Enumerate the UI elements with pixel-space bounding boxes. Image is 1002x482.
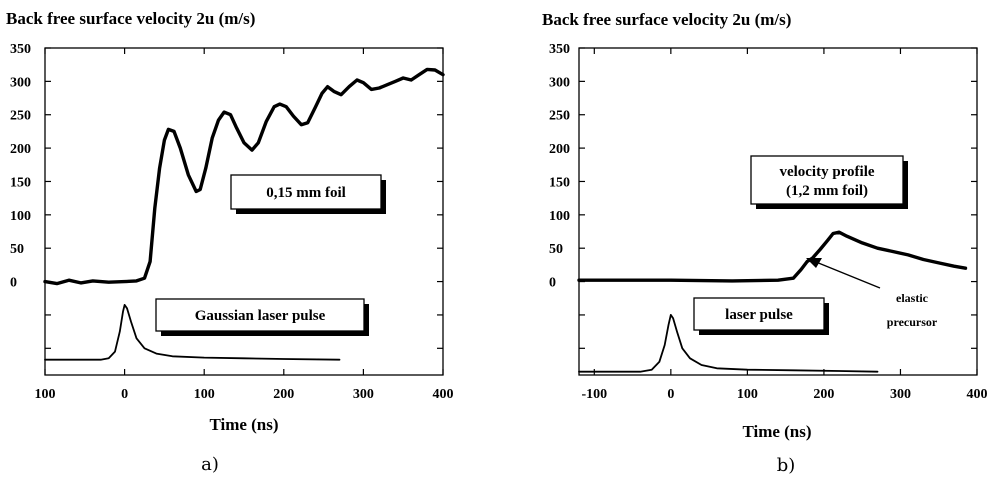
panel-a-x-tick-label: 300 [353,387,374,402]
panel-a-y-tick-label: 50 [10,242,24,257]
panel-a-x-tick-label: 100 [194,387,215,402]
panel-b-profile-label-line2: (1,2 mm foil) [786,183,868,199]
elastic-precursor-label-line2: precursor [887,315,938,329]
panel-b-laser-pulse-line [578,314,879,373]
panel-a-series-group [43,67,445,361]
panel-b-profile-label-line1: velocity profile [779,164,874,180]
elastic-precursor-arrowhead [806,258,822,268]
panel-b-x-tick-label: 300 [890,387,911,402]
panel-b-y-tick-label: 100 [549,209,570,224]
elastic-precursor-annotation: elastic precursor [806,258,938,329]
panel-a-x-tick-label: 200 [273,387,294,402]
panel-a-laser-box: Gaussian laser pulse [155,298,369,336]
panel-a-y-tick-label: 250 [10,109,31,124]
panel-a-x-tick-label: 400 [433,387,454,402]
panel-a-velocity-line [43,67,445,286]
panel-a-laser-pulse-line [44,304,341,361]
panel-b-x-tick-label: 400 [967,387,988,402]
panel-b-title: Back free surface velocity 2u (m/s) [542,10,791,29]
panel-a-foil-box: 0,15 mm foil [230,174,386,214]
panel-a-y-tick-label: 100 [10,209,31,224]
caption-b: b) [777,455,796,476]
panel-a-y-axis: 0 50 100 150 200 250 300 350 [10,42,443,349]
panel-b-laser-box: laser pulse [693,297,829,335]
panel-a-foil-box-frame [230,174,382,210]
panel-a-x-tick-label: 100 [35,387,56,402]
panel-b-y-tick-label: 0 [549,276,556,291]
panel-b-y-tick-label: 300 [549,75,570,90]
panel-b-y-tick-label: 50 [549,242,563,257]
caption-a: a) [201,454,219,475]
panel-a-title: Back free surface velocity 2u (m/s) [6,9,255,28]
panel-b-y-tick-label: 350 [549,42,570,57]
elastic-precursor-label-line1: elastic [896,291,929,305]
panel-b-profile-box-frame [750,155,904,205]
panel-b-velocity-line [577,230,968,283]
panel-b-y-tick-label: 200 [549,142,570,157]
panel-b-x-tick-label: 100 [737,387,758,402]
panel-b-series-group [577,230,968,373]
panel-b-x-tick-label: 200 [813,387,834,402]
panel-a: Back free surface velocity 2u (m/s) 0 50 1… [6,9,454,475]
panel-a-x-label: Time (ns) [209,415,278,434]
panel-b-x-label: Time (ns) [742,422,811,441]
panel-a-y-tick-label: 150 [10,175,31,190]
panel-a-plot-frame [44,47,444,376]
panel-b-x-tick-label: 0 [667,387,674,402]
panel-a-y-tick-label: 0 [10,276,17,291]
panel-b: Back free surface velocity 2u (m/s) 0 50 1… [542,10,988,476]
panel-b-laser-label: laser pulse [725,307,793,323]
panel-b-x-tick-label: -100 [581,387,607,402]
panel-a-y-tick-label: 300 [10,75,31,90]
panel-b-y-axis: 0 50 100 150 200 250 300 350 [549,42,977,349]
panel-b-y-tick-label: 250 [549,109,570,124]
panel-a-y-tick-label: 200 [10,142,31,157]
panel-b-laser-box-frame [693,297,825,331]
panel-a-x-axis: 100 0 100 200 300 400 [35,48,454,402]
panel-a-laser-label: Gaussian laser pulse [195,308,326,324]
panel-b-profile-box: velocity profile (1,2 mm foil) [750,155,908,209]
panel-a-laser-box-frame [155,298,365,332]
panel-a-y-tick-label: 350 [10,42,31,57]
elastic-precursor-arrow-line [815,261,881,289]
panel-a-x-tick-label: 0 [121,387,128,402]
panel-a-foil-label: 0,15 mm foil [266,185,346,201]
panel-b-y-tick-label: 150 [549,175,570,190]
panel-b-x-axis: -100 0 100 200 300 400 [581,48,988,402]
panel-b-plot-frame [578,47,978,376]
